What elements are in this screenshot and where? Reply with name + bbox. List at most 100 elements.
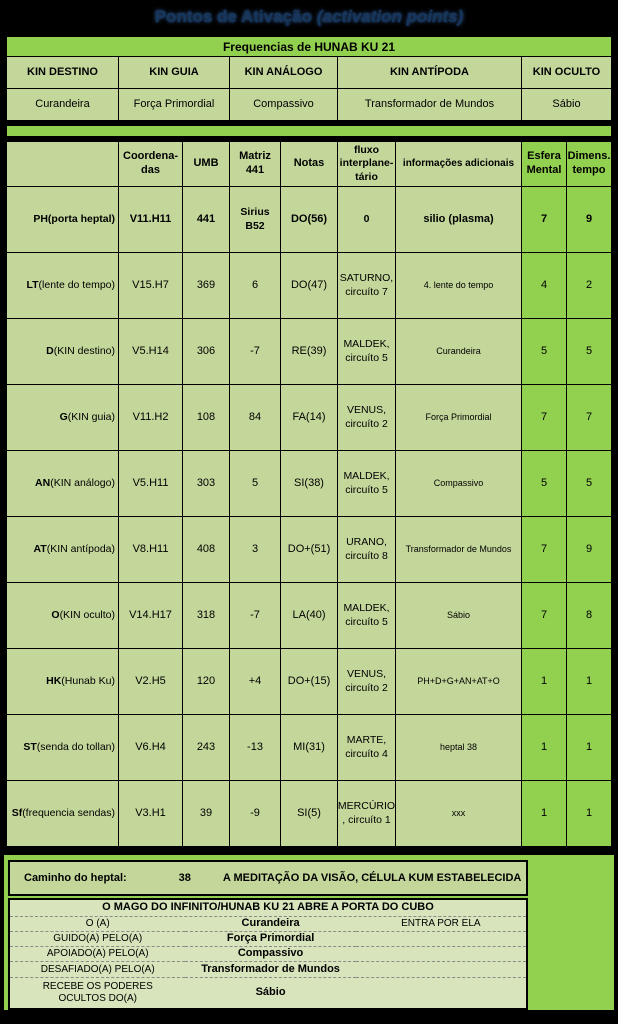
row-label: G (KIN guia) bbox=[7, 385, 118, 450]
cell-fluxo: SATURNO, circuíto 7 bbox=[338, 253, 395, 318]
caminho-text: A MEDITAÇÃO DA VISÃO, CÉLULA KUM ESTABEL… bbox=[222, 872, 522, 884]
caminho-number: 38 bbox=[178, 872, 191, 884]
cell-fluxo: MERCÚRIO , circuíto 1 bbox=[338, 781, 395, 846]
caminho-box: Caminho do heptal: 38 A MEDITAÇÃO DA VIS… bbox=[8, 860, 528, 896]
cell-fluxo: MALDEK, circuíto 5 bbox=[338, 319, 395, 384]
cell-dimens: 7 bbox=[567, 385, 611, 450]
cell-notas: DO(47) bbox=[281, 253, 337, 318]
header-kin-destino: KIN DESTINO bbox=[7, 57, 118, 88]
footer-panel: Caminho do heptal: 38 A MEDITAÇÃO DA VIS… bbox=[3, 854, 615, 1011]
mago-row-extra bbox=[355, 962, 526, 978]
mago-row-label: GUIDO(A) PELO(A) bbox=[10, 932, 186, 947]
cell-notas: FA(14) bbox=[281, 385, 337, 450]
cell-info: heptal 38 bbox=[396, 715, 521, 780]
cell-notas: DO(56) bbox=[281, 187, 337, 252]
row-label: HK (Hunab Ku) bbox=[7, 649, 118, 714]
mago-title: O MAGO DO INFINITO/HUNAB KU 21 ABRE A PO… bbox=[10, 900, 526, 917]
cell-esfera: 1 bbox=[522, 781, 566, 846]
mago-row-value: Compassivo bbox=[185, 947, 356, 962]
cell-fluxo: MARTE, circuíto 4 bbox=[338, 715, 395, 780]
mago-row-extra bbox=[356, 978, 526, 1008]
cell-umb: 441 bbox=[183, 187, 229, 252]
cell-coord: V15.H7 bbox=[119, 253, 182, 318]
cell-notas: DO+(51) bbox=[281, 517, 337, 582]
cell-dimens: 2 bbox=[567, 253, 611, 318]
header-kin-oculto: KIN OCULTO bbox=[522, 57, 611, 88]
cell-info: Força Primordial bbox=[396, 385, 521, 450]
header-cell-info: informações adicionais bbox=[396, 142, 521, 186]
cell-coord: V3.H1 bbox=[119, 781, 182, 846]
cell-fluxo: MALDEK, circuíto 5 bbox=[338, 451, 395, 516]
cell-fluxo: URANO, circuíto 8 bbox=[338, 517, 395, 582]
cell-dimens: 5 bbox=[567, 319, 611, 384]
cell-info: Sábio bbox=[396, 583, 521, 648]
cell-info: Curandeira bbox=[396, 319, 521, 384]
mago-row-label: DESAFIADO(A) PELO(A) bbox=[10, 962, 186, 978]
cell-matriz: -7 bbox=[230, 583, 280, 648]
cell-fluxo: VENUS, circuíto 2 bbox=[338, 649, 395, 714]
cell-umb: 306 bbox=[183, 319, 229, 384]
cell-notas: SI(5) bbox=[281, 781, 337, 846]
cell-coord: V6.H4 bbox=[119, 715, 182, 780]
cell-umb: 408 bbox=[183, 517, 229, 582]
header-cell-empty bbox=[7, 142, 118, 186]
cell-matriz: +4 bbox=[230, 649, 280, 714]
row-label: D (KIN destino) bbox=[7, 319, 118, 384]
cell-info: PH+D+G+AN+AT+O bbox=[396, 649, 521, 714]
cell-matriz: 6 bbox=[230, 253, 280, 318]
header-cell-esfera: Esfera Mental bbox=[522, 142, 566, 186]
cell-esfera: 7 bbox=[522, 385, 566, 450]
cell-esfera: 5 bbox=[522, 451, 566, 516]
cell-umb: 108 bbox=[183, 385, 229, 450]
cell-matriz: -13 bbox=[230, 715, 280, 780]
value-kin-analogo: Compassivo bbox=[230, 89, 337, 120]
row-label: AN (KIN análogo) bbox=[7, 451, 118, 516]
page-title: Pontos de Ativação (activation points) bbox=[0, 0, 618, 33]
cell-matriz: -9 bbox=[230, 781, 280, 846]
mago-row-value: Sábio bbox=[255, 986, 286, 999]
cell-esfera: 5 bbox=[522, 319, 566, 384]
header-cell-matriz: Matriz 441 bbox=[230, 142, 280, 186]
cell-coord: V14.H17 bbox=[119, 583, 182, 648]
cell-fluxo: VENUS, circuíto 2 bbox=[338, 385, 395, 450]
cell-info: silio (plasma) bbox=[396, 187, 521, 252]
mago-row-extra bbox=[355, 932, 526, 947]
header-kin-antipoda: KIN ANTÍPODA bbox=[338, 57, 521, 88]
value-kin-antipoda: Transformador de Mundos bbox=[338, 89, 521, 120]
cell-umb: 39 bbox=[183, 781, 229, 846]
header-cell-dimens: Dimens. tempo bbox=[567, 142, 611, 186]
cell-coord: V5.H14 bbox=[119, 319, 182, 384]
caminho-label: Caminho do heptal: bbox=[24, 872, 127, 884]
cell-notas: SI(38) bbox=[281, 451, 337, 516]
cell-notas: MI(31) bbox=[281, 715, 337, 780]
cell-notas: RE(39) bbox=[281, 319, 337, 384]
cell-matriz: 5 bbox=[230, 451, 280, 516]
cell-coord: V2.H5 bbox=[119, 649, 182, 714]
separator-bar bbox=[5, 124, 613, 138]
page-title-main: Pontos de Ativação bbox=[154, 6, 312, 26]
cell-info: Transformador de Mundos bbox=[396, 517, 521, 582]
mago-row-label: APOIADO(A) PELO(A) bbox=[10, 947, 186, 962]
mago-row-value: Transformador de Mundos bbox=[185, 962, 356, 978]
cell-matriz: 84 bbox=[230, 385, 280, 450]
cell-dimens: 1 bbox=[567, 649, 611, 714]
cell-coord: V11.H2 bbox=[119, 385, 182, 450]
header-cell-fluxo: fluxo interplane- tário bbox=[338, 142, 395, 186]
cell-dimens: 5 bbox=[567, 451, 611, 516]
cell-info: Compassivo bbox=[396, 451, 521, 516]
row-label: ST (senda do tollan) bbox=[7, 715, 118, 780]
value-kin-destino: Curandeira bbox=[7, 89, 118, 120]
frequencias-table-title: Frequencias de HUNAB KU 21 bbox=[7, 37, 611, 56]
cell-matriz: 3 bbox=[230, 517, 280, 582]
cell-dimens: 8 bbox=[567, 583, 611, 648]
cell-umb: 243 bbox=[183, 715, 229, 780]
row-label: AT (KIN antípoda) bbox=[7, 517, 118, 582]
cell-dimens: 1 bbox=[567, 715, 611, 780]
cell-fluxo: 0 bbox=[338, 187, 395, 252]
value-kin-oculto: Sábio bbox=[522, 89, 611, 120]
cell-umb: 120 bbox=[183, 649, 229, 714]
cell-info: xxx bbox=[396, 781, 521, 846]
frequencias-table: Frequencias de HUNAB KU 21 KIN DESTINO K… bbox=[5, 35, 613, 122]
header-cell-umb: UMB bbox=[183, 142, 229, 186]
